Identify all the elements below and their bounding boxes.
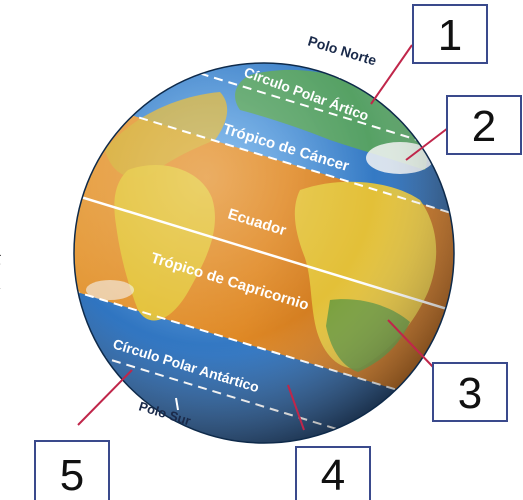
pointer-line-2	[405, 127, 449, 161]
globe-shading	[74, 63, 454, 443]
answer-box-number: 3	[457, 369, 483, 418]
north-pole-label: Polo Norte	[306, 33, 379, 69]
pointer-line-4	[287, 384, 305, 431]
answer-box-4[interactable]: 4	[295, 446, 371, 500]
answer-box-number: 4	[320, 451, 346, 500]
north-pole-marker	[336, 61, 341, 79]
pointer-line-1	[370, 44, 413, 105]
globe-outline	[73, 62, 455, 444]
answer-box-number: 5	[59, 451, 85, 500]
pointer-line-5	[77, 369, 133, 426]
answer-box-5[interactable]: 5	[34, 440, 110, 500]
pointer-lines	[77, 44, 449, 431]
answer-box-1[interactable]: 1	[412, 4, 488, 64]
watermark[interactable]: pinterest	[0, 248, 2, 291]
south-pole-marker	[175, 397, 179, 411]
answer-box-3[interactable]: 3	[432, 362, 508, 422]
answer-box-number: 2	[471, 102, 497, 151]
answer-box-number: 1	[437, 11, 463, 60]
pointer-line-3	[387, 319, 435, 369]
answer-box-2[interactable]: 2	[446, 95, 522, 155]
